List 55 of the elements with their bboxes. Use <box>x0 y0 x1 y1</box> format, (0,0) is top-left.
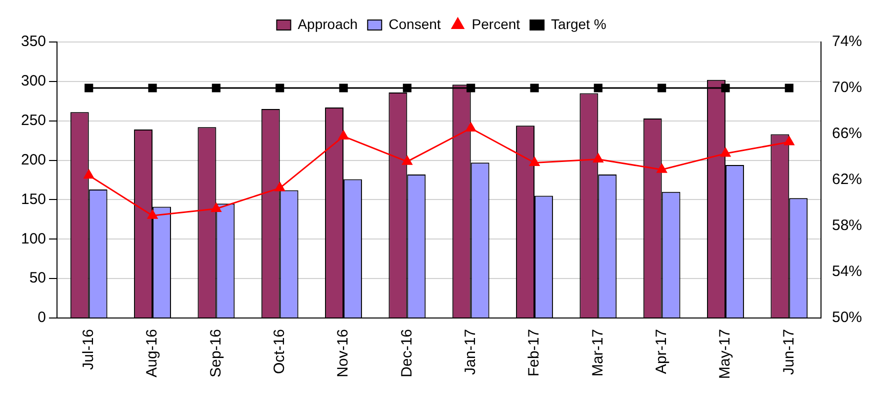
point <box>84 170 94 179</box>
x-tick-label: May-17 <box>716 328 734 380</box>
point <box>656 164 667 173</box>
point <box>402 156 412 165</box>
x-tick-label: Oct-16 <box>270 328 288 374</box>
point <box>784 84 794 92</box>
point <box>274 182 285 192</box>
y2-tick-label: 58% <box>832 217 862 234</box>
x-tick-label: Jul-16 <box>80 328 97 370</box>
y-tick-label: 200 <box>20 151 46 168</box>
x-tick-label: Nov-16 <box>334 328 352 378</box>
point <box>529 156 540 166</box>
x-tick-label: Dec-16 <box>398 328 416 378</box>
y2-tick-label: 66% <box>832 125 862 142</box>
y-tick-label: 50 <box>29 270 46 287</box>
x-tick-label: Mar-17 <box>589 328 606 376</box>
x-tick-label: Aug-16 <box>144 328 161 378</box>
x-tick-label: Sep-16 <box>207 328 224 378</box>
point <box>276 84 284 92</box>
y2-tick-label: 62% <box>832 171 862 188</box>
point <box>211 202 222 212</box>
point <box>212 84 220 92</box>
y2-tick-label: 74% <box>832 33 862 50</box>
legend-label: Percent <box>472 16 520 32</box>
point <box>466 122 476 132</box>
x-tick-label: Jan-17 <box>462 328 479 375</box>
point <box>402 84 412 92</box>
y-tick-label: 350 <box>20 33 46 50</box>
point <box>147 210 158 219</box>
point <box>339 84 348 92</box>
y2-tick-label: 70% <box>832 79 862 96</box>
y-tick-label: 250 <box>20 112 46 129</box>
y-tick-label: 300 <box>20 72 46 90</box>
point <box>466 84 476 92</box>
point <box>784 136 794 146</box>
point <box>593 154 604 163</box>
legend-label: Target % <box>551 16 606 32</box>
point <box>594 84 602 92</box>
legend-label: Approach <box>298 16 358 32</box>
point <box>338 130 349 140</box>
point <box>530 84 539 92</box>
point <box>148 84 157 92</box>
y2-tick-label: 54% <box>832 263 862 280</box>
y2-tick-label: 50% <box>832 309 862 326</box>
point <box>84 84 94 92</box>
y-tick-label: 150 <box>20 190 46 208</box>
point <box>658 84 666 92</box>
point <box>721 84 730 92</box>
legend-label: Consent <box>388 16 441 32</box>
y-tick-label: 100 <box>20 230 46 248</box>
x-tick-label: Apr-17 <box>652 328 670 374</box>
x-tick-label: Jun-17 <box>780 328 798 375</box>
x-tick-label: Feb-17 <box>526 328 543 377</box>
point <box>720 148 731 157</box>
y-tick-label: 0 <box>38 309 46 326</box>
